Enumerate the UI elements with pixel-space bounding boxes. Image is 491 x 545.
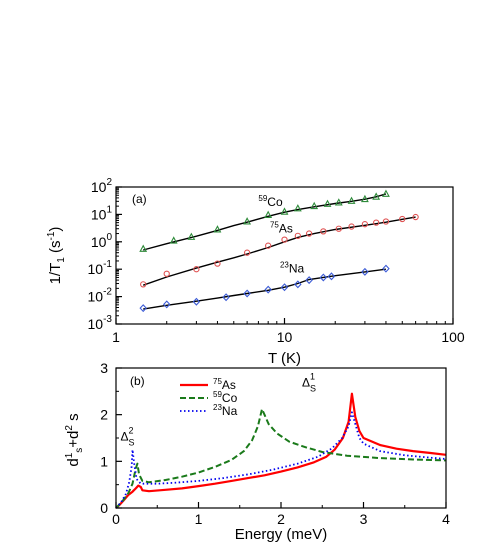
data-point-23Na (162, 300, 171, 309)
y-tick-label: 10-3 (88, 314, 113, 332)
data-point-75As (412, 213, 419, 221)
data-point-75As (294, 232, 301, 239)
panel-b-xlabel: Energy (meV) (235, 526, 328, 543)
panel-a-xlabel: T (K) (268, 350, 301, 367)
y-tick-label: 100 (91, 232, 113, 250)
data-point-59Co (360, 194, 369, 203)
data-point-59Co (310, 201, 319, 210)
data-point-75As (140, 281, 147, 288)
panel-a: 1 10 100 10-3 10-2 10-1 100 101 102 (a) 59Co 75As… (46, 177, 465, 367)
data-point-75As (373, 219, 380, 226)
data-point-23Na (243, 289, 251, 298)
data-point-75As (281, 236, 288, 243)
x-tick-label: 4 (442, 511, 450, 527)
data-point-75As (193, 266, 200, 273)
data-point-23Na (294, 280, 302, 289)
data-point-59Co (280, 207, 289, 215)
data-point-59Co (382, 189, 390, 197)
y-tick-label: 1 (100, 453, 108, 469)
y-tick-label: 0 (100, 500, 108, 516)
y-tick-label: 10-1 (88, 259, 113, 277)
series-line-75As (115, 392, 447, 509)
series-label-23Na: 23Na (280, 261, 305, 276)
fit-line-59Co (143, 193, 387, 251)
data-point-75As (163, 270, 170, 277)
data-point-75As (335, 225, 342, 232)
data-point-75As (399, 215, 406, 223)
data-point-75As (320, 228, 327, 235)
data-point-59Co (347, 196, 356, 204)
data-point-23Na (280, 283, 289, 292)
series-label-59Co: 59Co (258, 194, 283, 209)
x-tick-label: 1 (195, 511, 203, 527)
legend-label-59Co: 59Co (213, 390, 238, 405)
data-point-23Na (192, 297, 201, 306)
x-tick-label: 2 (277, 511, 285, 527)
x-tick-label: 10 (277, 329, 293, 345)
data-point-75As (305, 230, 313, 237)
data-point-75As (214, 260, 221, 267)
data-point-23Na (382, 264, 390, 273)
x-tick-label: 1 (112, 329, 120, 345)
y-tick-label: 2 (100, 407, 108, 423)
data-point-75As (348, 223, 355, 230)
legend-label-75As: 75As (213, 377, 236, 392)
x-tick-label: 3 (360, 511, 368, 527)
data-point-75As (243, 249, 251, 256)
data-point-23Na (139, 304, 147, 313)
y-tick-label: 102 (91, 177, 113, 195)
gap-annotation: Δ1 S (302, 372, 316, 394)
data-point-75As (382, 218, 390, 225)
panel-a-label: (a) (132, 192, 147, 206)
data-point-59Co (139, 244, 148, 252)
data-point-59Co (169, 236, 178, 244)
data-point-59Co (293, 204, 302, 212)
series-line-59Co (115, 408, 447, 509)
x-tick-label: 100 (441, 329, 465, 345)
data-point-23Na (319, 273, 328, 282)
data-point-23Na (361, 267, 369, 276)
data-point-75As (361, 221, 369, 228)
data-point-59Co (372, 192, 381, 200)
data-point-59Co (264, 210, 273, 218)
series-line-23Na (115, 411, 447, 509)
series-label-75As: 75As (270, 220, 293, 235)
data-point-23Na (264, 285, 272, 294)
data-point-59Co (213, 225, 222, 233)
data-point-23Na (222, 293, 230, 302)
data-point-23Na (327, 272, 336, 281)
data-point-59Co (334, 198, 343, 206)
data-point-59Co (187, 232, 196, 240)
data-point-23Na (305, 276, 313, 285)
y-tick-label: 3 (100, 360, 108, 376)
fit-line-23Na (143, 268, 386, 310)
panel-a-ylabel: 1/T1 (s-1) (46, 227, 67, 285)
panel-b-frame (115, 367, 447, 509)
y-tick-label: 101 (91, 204, 113, 222)
legend-label-23Na: 23Na (213, 403, 238, 418)
data-point-59Co (243, 217, 252, 225)
data-point-59Co (323, 199, 332, 207)
data-point-75As (265, 242, 272, 249)
y-tick-label: 10-2 (88, 287, 113, 305)
panel-b-label: (b) (130, 374, 145, 388)
gap-annotation: Δ2 S (121, 425, 135, 447)
x-tick-label: 0 (112, 511, 120, 527)
panel-b-ylabel: d1s+d2 s (64, 413, 85, 466)
